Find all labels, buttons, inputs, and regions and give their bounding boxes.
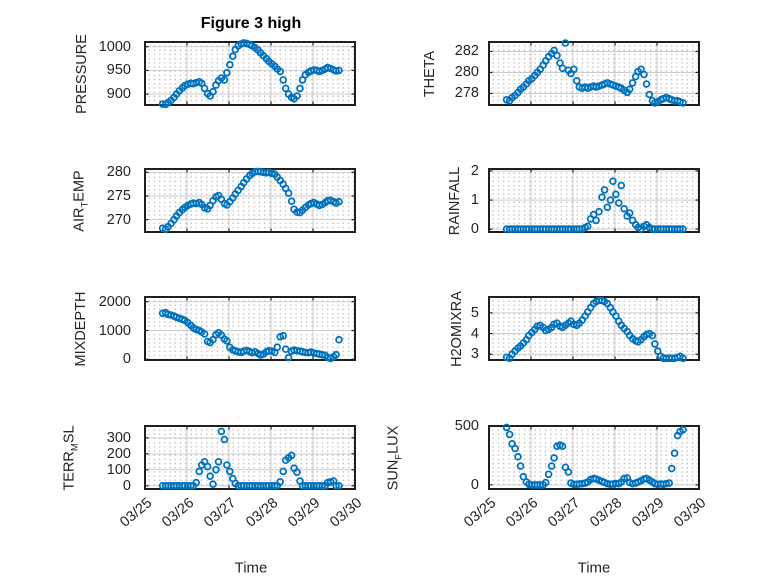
scatter-series-pressure <box>158 39 343 109</box>
ytick-label-rainfall: 2 <box>470 163 479 180</box>
ylabel-mixdepth: MIXDEPTH <box>73 291 89 366</box>
ylabel-rainfall: RAINFALL <box>447 166 463 235</box>
ytick-label-terr-msl: 200 <box>106 445 131 462</box>
ytick-label-air-temp: 275 <box>106 188 131 204</box>
ylabel-h2omixra: H2OMIXRA <box>449 290 465 367</box>
ytick-label-terr-msl: 0 <box>122 477 131 494</box>
plot-sun-flux <box>488 423 700 490</box>
scatter-series-h2omixra <box>502 296 687 363</box>
axes-frame-mixdepth <box>144 296 356 361</box>
ytick-label-mixdepth: 1000 <box>98 322 131 339</box>
ytick-label-theta: 280 <box>454 64 479 81</box>
ytick-label-sun-flux: 500 <box>454 418 479 435</box>
ytick-label-mixdepth: 0 <box>122 351 131 368</box>
axes-frame-theta <box>488 41 700 106</box>
ylabel-pressure: PRESSURE <box>74 33 90 114</box>
plot-mixdepth <box>144 296 356 363</box>
axes-frame-h2omixra <box>488 296 700 361</box>
minor-grid-theta <box>489 42 699 105</box>
ytick-label-theta: 282 <box>454 43 479 60</box>
ytick-label-rainfall: 1 <box>470 192 479 209</box>
ytick-label-terr-msl: 100 <box>106 461 131 478</box>
minor-grid-sun-flux <box>489 426 699 489</box>
ytick-label-h2omixra: 5 <box>470 304 479 321</box>
axes-frame-rainfall <box>488 168 700 233</box>
ytick-label-air-temp: 270 <box>106 211 131 228</box>
ytick-label-pressure: 950 <box>106 62 131 79</box>
scatter-series-mixdepth <box>158 308 343 363</box>
scatter-series-rainfall <box>502 177 687 233</box>
scatter-series-air-temp <box>158 167 343 233</box>
ytick-label-air-temp: 280 <box>106 164 131 181</box>
plot-h2omixra <box>488 296 700 363</box>
tick-marks-terr-msl <box>145 426 355 489</box>
figure-title: Figure 3 high <box>200 15 302 32</box>
minor-grid-air-temp <box>145 169 355 232</box>
x-axis-label-left: Time <box>234 559 268 577</box>
axes-frame-air-temp <box>144 168 356 233</box>
axes-frame-sun-flux <box>488 425 700 490</box>
axes-frame-terr-msl <box>144 425 356 490</box>
major-grid-terr-msl <box>145 426 355 489</box>
ytick-label-rainfall: 0 <box>470 221 479 238</box>
major-grid-h2omixra <box>489 297 699 360</box>
plot-rainfall <box>488 168 700 233</box>
ylabel-terr-msl: TERRMSL <box>61 424 81 491</box>
major-grid-theta <box>489 42 699 105</box>
x-axis-label-right: Time <box>577 559 611 577</box>
ytick-label-pressure: 900 <box>106 86 131 103</box>
ytick-label-h2omixra: 3 <box>470 346 479 363</box>
ytick-label-theta: 278 <box>454 85 479 102</box>
ylabel-air-temp: AIRTEMP <box>71 169 91 232</box>
scatter-series-sun-flux <box>502 423 687 489</box>
ylabel-theta: THETA <box>422 50 438 97</box>
ylabel-sun-flux: SUNFLUX <box>385 425 405 490</box>
minor-grid-terr-msl <box>145 426 355 489</box>
plot-terr-msl <box>144 425 356 490</box>
ytick-label-h2omixra: 4 <box>470 325 479 342</box>
ytick-label-sun-flux: 0 <box>470 476 479 493</box>
plot-air-temp <box>144 167 356 233</box>
ytick-label-terr-msl: 300 <box>106 429 131 446</box>
scatter-series-theta <box>502 39 687 107</box>
ytick-label-pressure: 1000 <box>98 38 131 55</box>
plot-pressure <box>144 39 356 109</box>
ytick-label-mixdepth: 2000 <box>98 293 131 310</box>
scatter-series-terr-msl <box>158 427 343 490</box>
plot-theta <box>488 39 700 107</box>
